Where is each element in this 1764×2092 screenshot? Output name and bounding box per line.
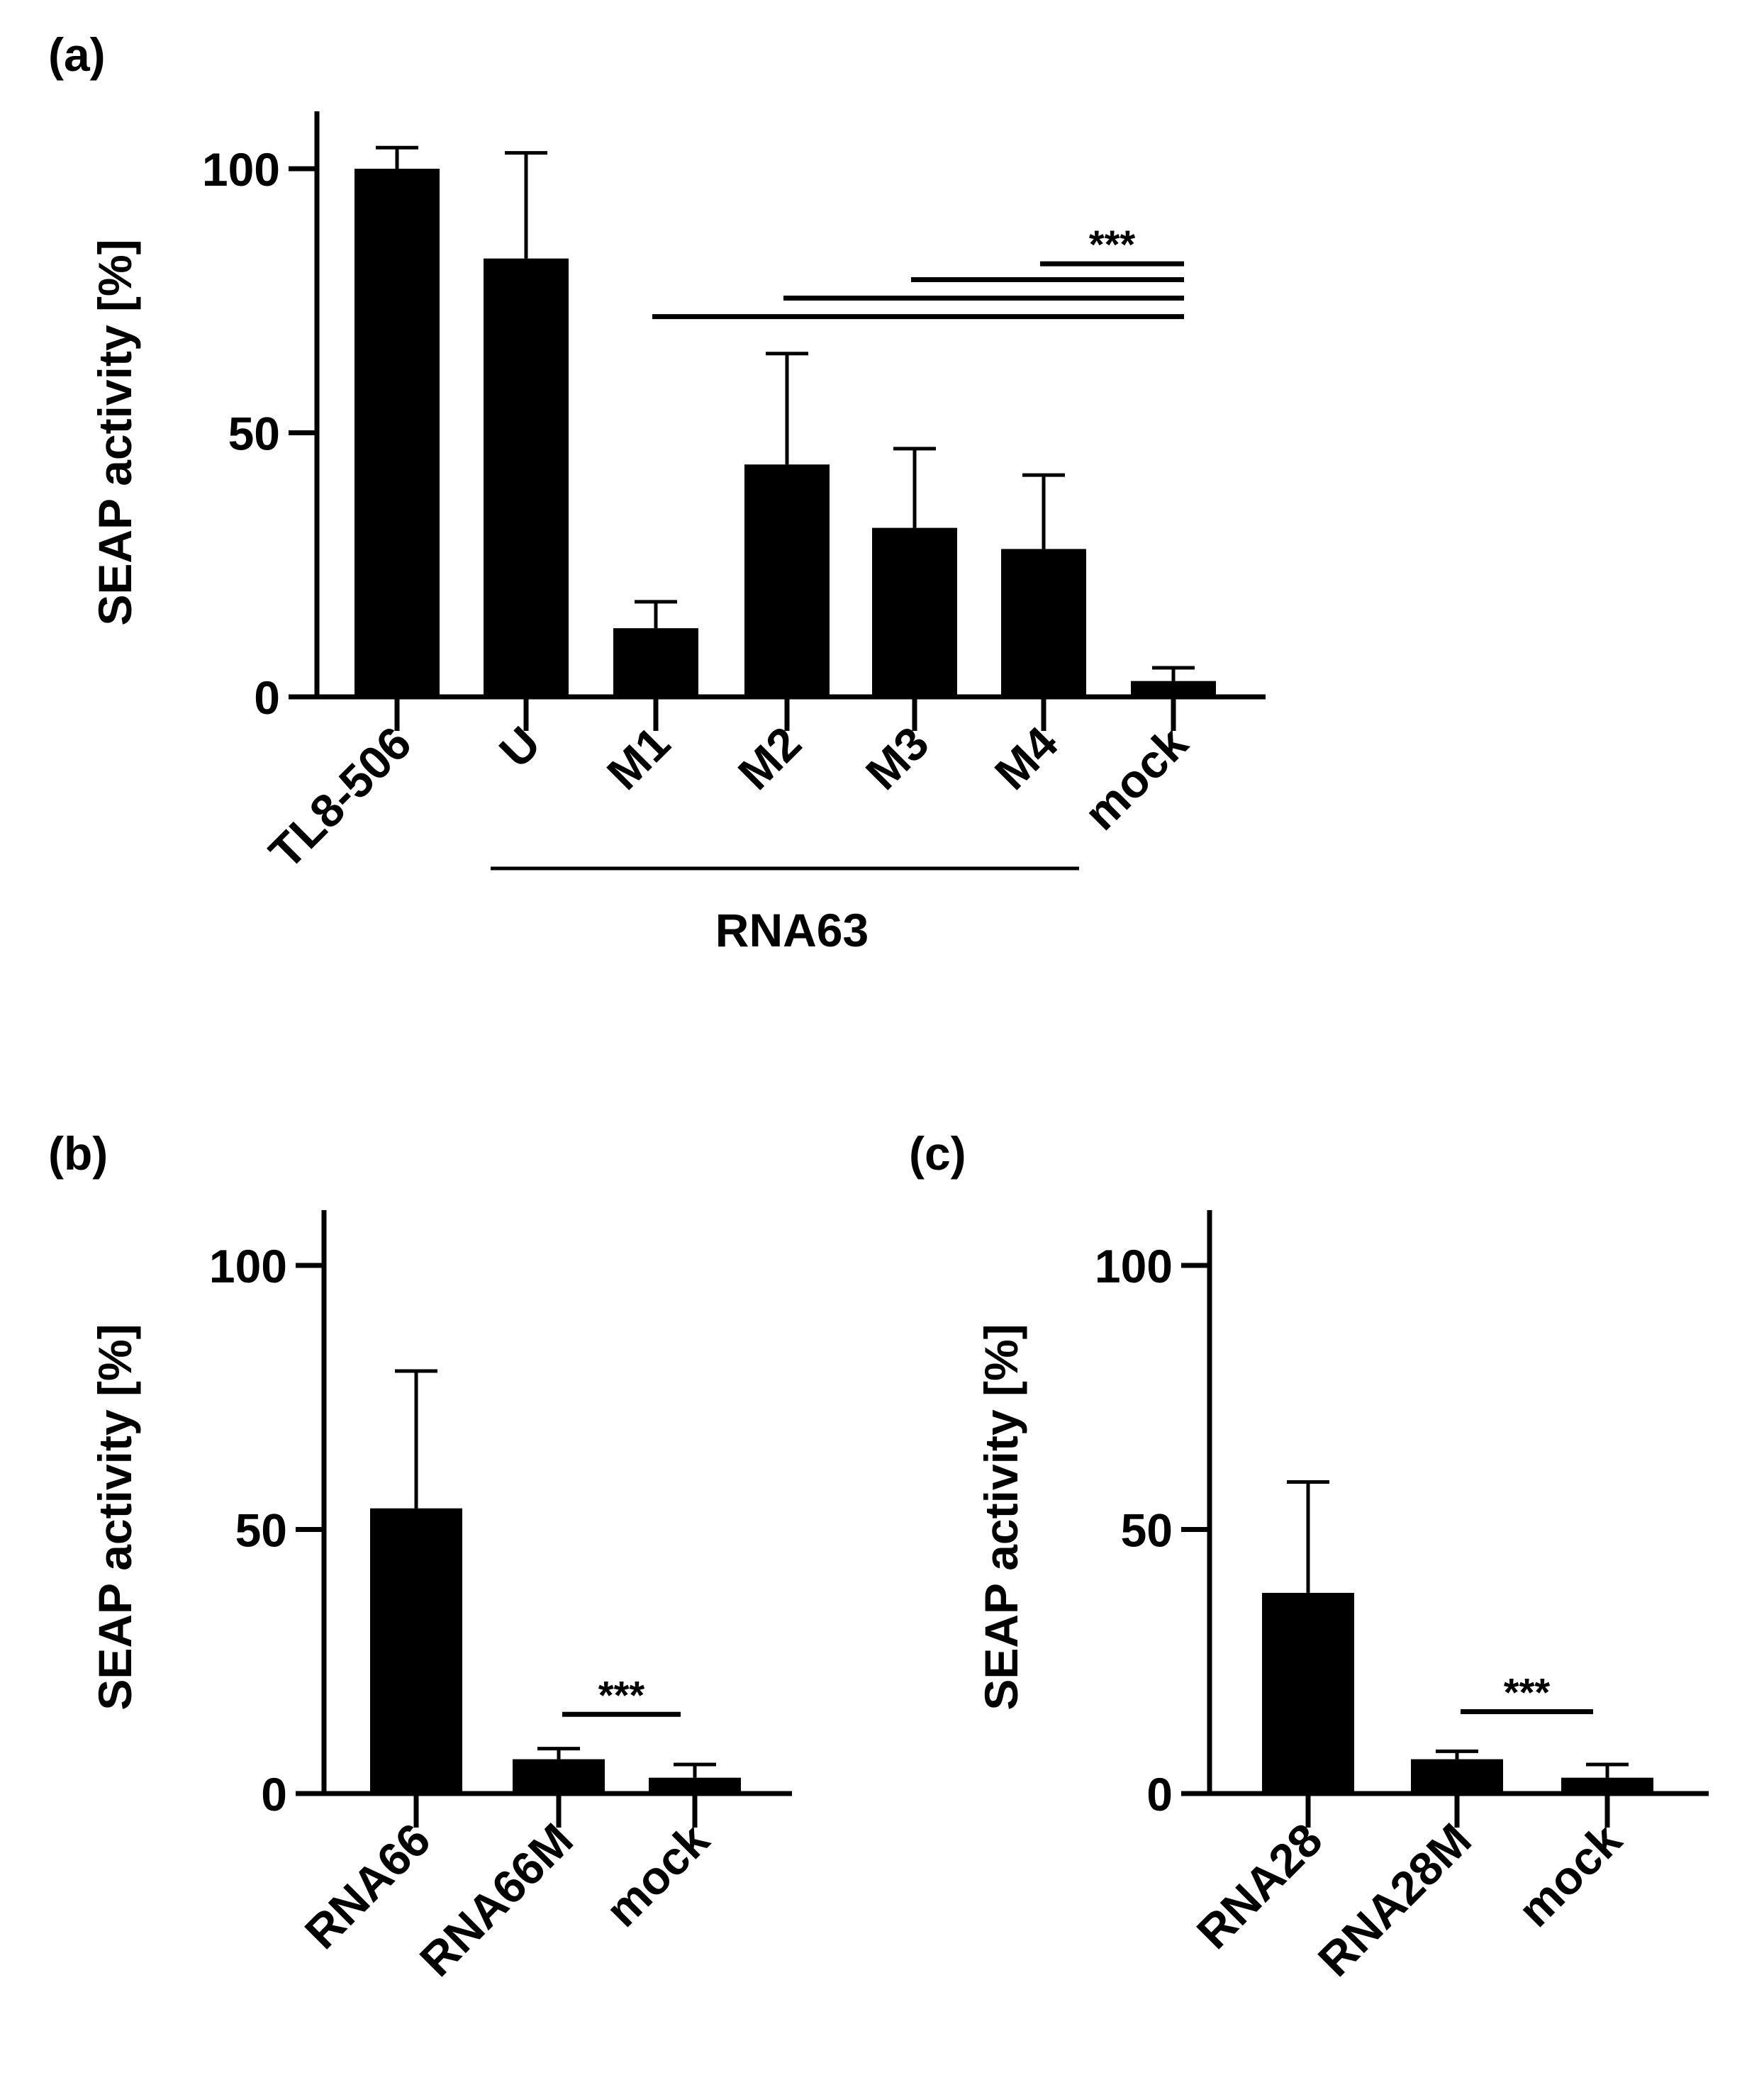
x-tick-label: mock <box>596 1813 719 1936</box>
bar <box>355 169 440 697</box>
x-tick-label: M1 <box>597 717 680 800</box>
x-tick-label: RNA66M <box>410 1813 583 1986</box>
y-axis-label: SEAP activity [%] <box>975 1324 1027 1710</box>
group-label: RNA63 <box>715 904 869 956</box>
y-tick-label: 50 <box>235 1504 287 1557</box>
bar <box>484 258 569 697</box>
y-tick-label: 50 <box>228 408 280 460</box>
x-tick-label: mock <box>1508 1813 1631 1936</box>
y-axis-label: SEAP activity [%] <box>89 1324 141 1710</box>
y-tick-label: 50 <box>1121 1504 1173 1557</box>
bar <box>1561 1777 1653 1794</box>
bar <box>613 628 698 697</box>
significance-label: *** <box>598 1672 645 1717</box>
y-tick-label: 100 <box>202 143 280 196</box>
bar <box>1262 1592 1354 1794</box>
x-tick-label: mock <box>1074 716 1198 839</box>
x-tick-label: U <box>489 717 550 778</box>
panel-label: (a) <box>48 28 106 81</box>
y-tick-label: 0 <box>1146 1768 1173 1820</box>
bar <box>649 1777 741 1794</box>
y-tick-label: 0 <box>261 1768 287 1820</box>
panel-label: (b) <box>48 1127 108 1180</box>
x-tick-label: TL8-506 <box>259 717 421 879</box>
significance-label: *** <box>1089 222 1136 267</box>
x-tick-label: M4 <box>985 716 1068 799</box>
y-tick-label: 0 <box>254 671 280 724</box>
bar <box>370 1508 462 1794</box>
x-tick-label: RNA28 <box>1187 1813 1332 1959</box>
bar <box>1131 681 1216 697</box>
bar <box>513 1759 605 1794</box>
panel-label: (c) <box>909 1127 966 1180</box>
bar <box>744 464 830 697</box>
bar <box>872 527 957 697</box>
y-axis-label: SEAP activity [%] <box>89 239 141 625</box>
bar <box>1411 1759 1503 1794</box>
x-tick-label: M3 <box>856 717 939 800</box>
chart-panel-0: (a) SEAP activity [%] 0 50 100 TL8-506 U M1 M2 M3… <box>48 28 1266 956</box>
bar <box>1001 549 1086 697</box>
x-tick-label: RNA66 <box>295 1813 440 1959</box>
x-tick-label: RNA28M <box>1308 1813 1481 1986</box>
x-tick-label: M2 <box>728 717 811 800</box>
y-tick-label: 100 <box>209 1240 287 1292</box>
significance-label: *** <box>1504 1670 1551 1715</box>
y-tick-label: 100 <box>1095 1240 1173 1292</box>
